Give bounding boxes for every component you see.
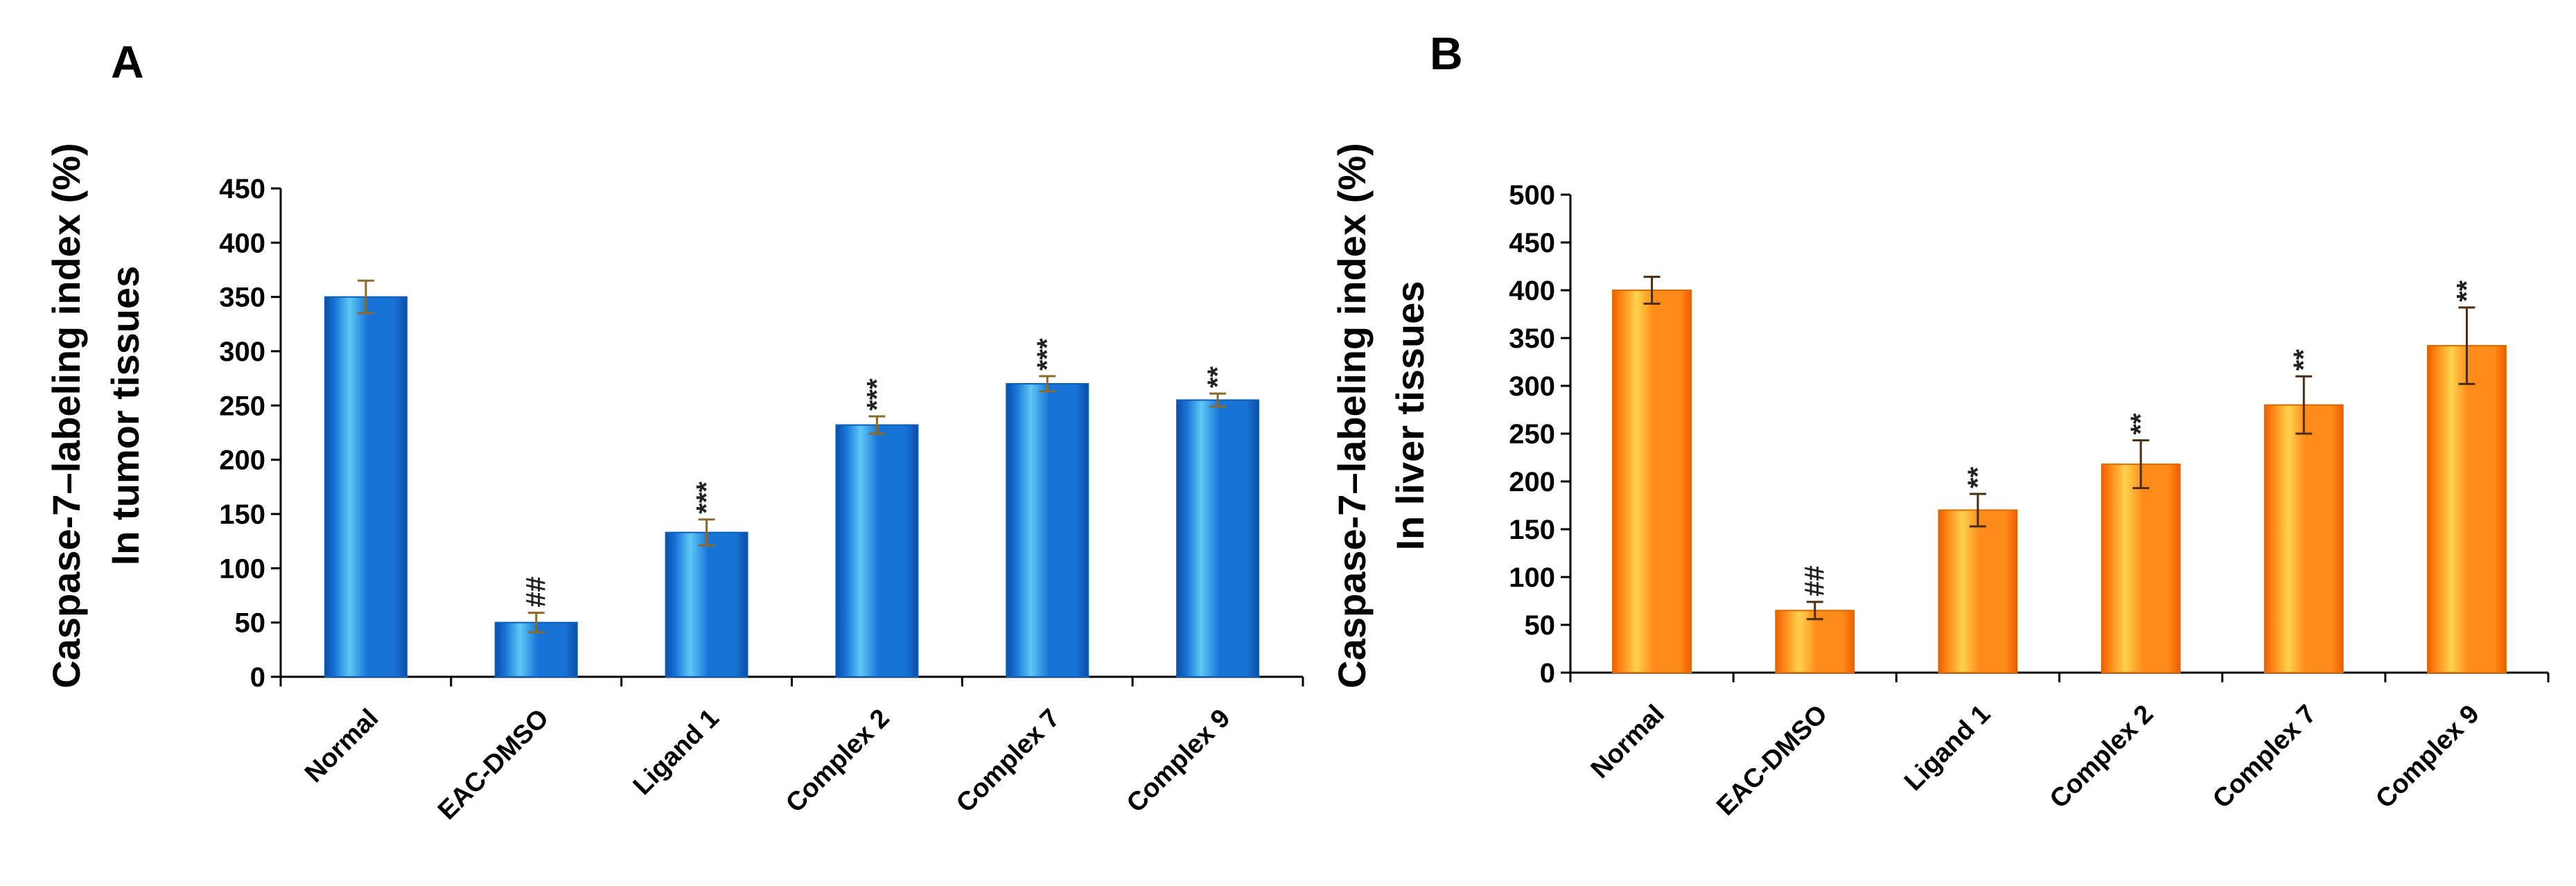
category-label: Complex 7 <box>2207 700 2322 815</box>
bar-complex-2 <box>835 424 919 677</box>
y-tick-label: 500 <box>1509 180 1555 211</box>
panel-a-letter: A <box>111 36 144 87</box>
significance-marker: ** <box>2126 413 2156 435</box>
category-label: Complex 2 <box>780 704 895 819</box>
y-tick-label: 250 <box>219 391 265 421</box>
bar-normal <box>324 296 408 677</box>
y-tick-label: 350 <box>219 283 265 313</box>
y-tick-label: 400 <box>1509 276 1555 306</box>
y-tick-label: 450 <box>219 174 265 204</box>
panel-a-axes: 0 50 100 150 200 250 300 350 400 450 Normal ## EAC-D… <box>219 174 1304 826</box>
panel-a-ylabel-line2: In tumor tissues <box>103 266 147 566</box>
panel-b-chart: B 0 50 100 150 200 250 300 350 400 450 500 Normal ##… <box>1330 28 2550 822</box>
y-tick-label: 250 <box>1509 419 1555 450</box>
bar-complex-9 <box>2426 345 2507 673</box>
y-tick-label: 200 <box>1509 467 1555 497</box>
significance-marker: ** <box>1202 366 1233 389</box>
bar-complex-7 <box>2263 404 2344 673</box>
panel-a-ylabel-line1: Caspase-7–labeling index (%) <box>44 143 88 688</box>
significance-marker: ** <box>1963 466 1993 488</box>
panel-b-ylabel-line1: Caspase-7–labeling index (%) <box>1330 143 1374 688</box>
significance-marker: ## <box>1800 565 1830 596</box>
y-tick-label: 150 <box>1509 515 1555 545</box>
y-tick-label: 0 <box>250 662 265 693</box>
significance-marker: *** <box>1032 338 1062 371</box>
y-tick-label: 100 <box>219 553 265 584</box>
significance-marker: ## <box>521 576 552 608</box>
category-label: Complex 2 <box>2044 700 2159 815</box>
y-tick-label: 300 <box>219 337 265 367</box>
category-label: Normal <box>1586 700 1670 784</box>
panel-b-letter: B <box>1430 28 1463 79</box>
y-tick-label: 50 <box>1525 610 1556 641</box>
bar-ligand-1 <box>665 531 748 678</box>
category-label: EAC-DMSO <box>1711 700 1833 822</box>
category-label: Ligand 1 <box>1899 700 1996 797</box>
y-tick-label: 400 <box>219 228 265 258</box>
bar-complex-9 <box>1176 399 1260 677</box>
panel-a-chart: A 0 50 100 150 200 250 300 350 400 450 Normal ## EAC… <box>44 36 1304 826</box>
category-label: Complex 7 <box>951 704 1066 819</box>
panel-b-axes: 0 50 100 150 200 250 300 350 400 450 500 Normal ## EA… <box>1509 180 2550 822</box>
category-label: Complex 9 <box>2370 700 2485 815</box>
bar-complex-2 <box>2101 463 2181 673</box>
bar-complex-7 <box>1006 383 1089 677</box>
y-tick-label: 450 <box>1509 228 1555 258</box>
panel-b-ylabel-line2: In liver tissues <box>1388 281 1432 550</box>
category-label: Ligand 1 <box>628 704 725 801</box>
significance-marker: *** <box>861 378 892 411</box>
y-tick-label: 200 <box>219 445 265 476</box>
y-tick-label: 150 <box>219 499 265 530</box>
y-tick-label: 100 <box>1509 562 1555 593</box>
y-tick-label: 350 <box>1509 324 1555 354</box>
category-label: Normal <box>299 704 384 788</box>
bar-normal <box>1612 290 1692 673</box>
significance-marker: ** <box>2288 349 2319 371</box>
y-tick-label: 300 <box>1509 371 1555 402</box>
significance-marker: ** <box>2451 280 2482 302</box>
significance-marker: *** <box>692 481 722 514</box>
y-tick-label: 0 <box>1540 658 1555 689</box>
y-tick-label: 50 <box>235 608 266 639</box>
category-label: EAC-DMSO <box>432 704 554 826</box>
category-label: Complex 9 <box>1121 704 1236 819</box>
bar-ligand-1 <box>1938 509 2018 674</box>
